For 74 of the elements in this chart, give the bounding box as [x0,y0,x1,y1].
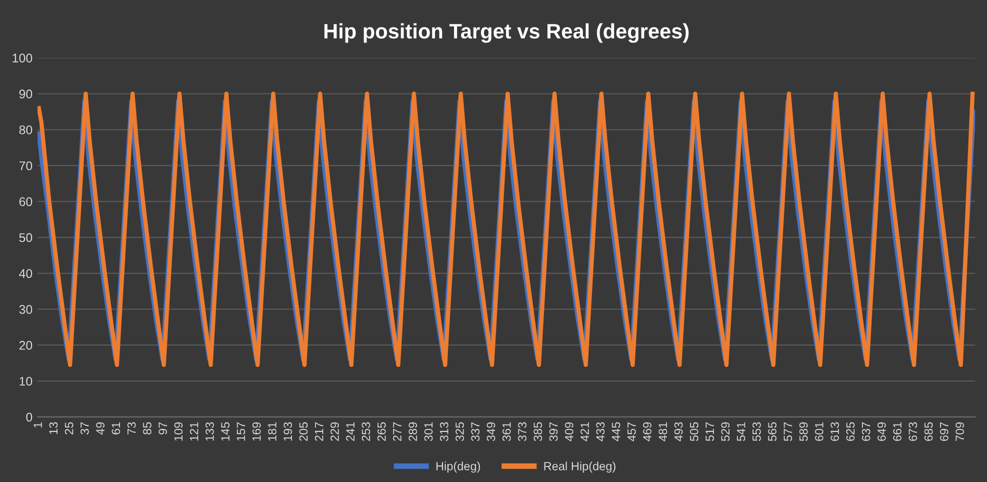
x-tick-label: 529 [721,422,730,442]
x-tick-label: 241 [346,422,354,441]
x-tick-label: 301 [424,422,433,442]
x-tick-label: 493 [674,422,683,442]
x-tick-label: 409 [564,422,574,442]
x-tick-label: 433 [596,422,605,442]
x-tick-label: 697 [940,422,948,441]
x-tick-label: 97 [158,422,167,434]
x-tick-label: 445 [612,422,620,442]
x-tick-label: 13 [49,422,58,434]
x-tick-label: 565 [768,422,776,442]
x-tick-label: 421 [580,422,589,442]
x-tick-label: 265 [377,422,386,441]
y-tick-label: 40 [19,269,32,278]
x-tick-label: 25 [64,422,74,434]
x-tick-label: 373 [518,422,526,442]
y-tick-label: 10 [20,376,32,386]
y-tick-label: 100 [12,54,32,62]
x-tick-label: 109 [174,422,183,441]
x-tick-label: 673 [908,422,918,441]
x-tick-label: 349 [486,422,496,442]
x-tick-label: 589 [799,422,808,442]
x-tick-label: 361 [502,422,511,442]
x-tick-label: 385 [534,422,542,442]
y-tick-label: 70 [19,161,32,170]
y-tick-label: 50 [19,233,32,242]
x-tick-label: 85 [143,422,152,434]
x-tick-label: 277 [393,422,402,441]
x-tick-label: 457 [628,422,636,442]
x-tick-label: 397 [549,422,558,442]
x-tick-label: 121 [190,422,198,441]
x-tick-label: 37 [80,422,89,434]
x-tick-label: 61 [112,422,120,434]
x-tick-label: 313 [440,422,448,442]
x-tick-label: 133 [206,422,214,441]
y-tick-label: 30 [19,305,32,314]
x-tick-label: 625 [846,422,855,441]
x-tick-label: 205 [299,422,308,441]
x-tick-label: 217 [314,422,324,441]
x-tick-label: 253 [362,422,370,441]
x-tick-label: 709 [956,422,964,441]
y-tick-label: 90 [19,90,32,98]
x-tick-label: 637 [862,422,870,441]
y-tick-label: 0 [26,412,32,422]
x-tick-label: 613 [830,422,839,441]
x-tick-label: 145 [221,422,230,441]
x-tick-label: 1 [34,422,42,428]
x-tick-label: 337 [471,422,480,442]
x-tick-label: 229 [330,422,339,441]
x-tick-label: 517 [706,422,714,442]
x-tick-label: 541 [736,422,746,442]
x-tick-label: 169 [252,422,261,441]
x-tick-label: 157 [236,422,246,441]
x-tick-label: 49 [96,422,104,435]
x-tick-label: 505 [690,422,698,442]
legend-label: Real Hip(deg) [544,462,616,473]
x-tick-label: 193 [284,422,292,441]
x-tick-label: 553 [752,422,761,442]
x-tick-label: 181 [268,422,276,441]
x-tick-label: 577 [784,422,792,442]
y-tick-label: 20 [19,340,32,350]
y-tick-label: 80 [19,125,32,134]
x-tick-label: 661 [893,422,902,441]
x-tick-label: 289 [408,422,418,441]
x-tick-label: 601 [814,422,824,441]
x-tick-label: 481 [658,422,668,442]
chart-title: Hip position Target vs Real (degrees) [324,23,689,43]
x-tick-label: 73 [127,422,136,434]
x-tick-label: 685 [924,422,933,441]
x-tick-label: 325 [456,422,464,442]
x-tick-label: 649 [878,422,886,441]
x-tick-label: 469 [643,422,652,442]
y-tick-label: 60 [19,197,32,206]
legend-label: Hip(deg) [436,462,480,473]
